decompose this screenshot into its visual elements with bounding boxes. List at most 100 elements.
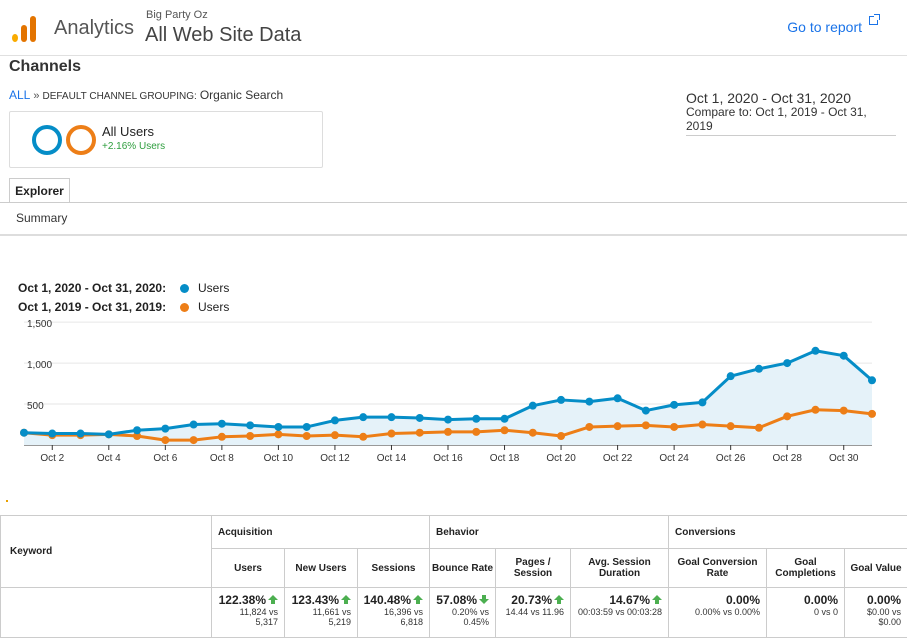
metric-comparison: 11,824 vs: [212, 607, 278, 617]
segment-card[interactable]: All Users +2.16% Users: [9, 111, 323, 168]
metric-total-cell: 0.00%0.00% vs 0.00%: [669, 588, 767, 638]
data-point: [246, 421, 254, 429]
data-point: [698, 421, 706, 429]
account-name[interactable]: Big Party Oz: [146, 9, 208, 21]
arrow-up-icon: [268, 595, 278, 600]
legend-current-dot: [180, 284, 189, 293]
column-header[interactable]: Users: [212, 549, 285, 588]
metric-total-cell: 14.67%00:03:59 vs 00:03:28: [571, 588, 669, 638]
arrow-up-icon: [554, 595, 564, 600]
segment-name: All Users: [102, 124, 154, 139]
date-range-main: Oct 1, 2020 - Oct 31, 2020: [686, 90, 896, 106]
data-point: [161, 425, 169, 433]
column-header[interactable]: Bounce Rate: [430, 549, 496, 588]
column-header[interactable]: Goal Conversion Rate: [669, 549, 767, 588]
metric-total-percent: 123.43%: [292, 593, 339, 607]
data-point: [190, 436, 198, 444]
metric-total-value: 0.00%: [669, 593, 760, 607]
external-link-icon[interactable]: [869, 16, 878, 25]
data-point: [416, 414, 424, 422]
x-tick-label: Oct 26: [716, 453, 746, 464]
data-point: [331, 416, 339, 424]
data-point: [218, 433, 226, 441]
column-header[interactable]: Goal Value: [845, 549, 907, 588]
subtab-summary[interactable]: Summary: [16, 211, 67, 225]
go-to-report-link[interactable]: Go to report: [787, 19, 862, 35]
keyword-header[interactable]: Keyword: [1, 516, 212, 588]
data-point: [331, 431, 339, 439]
arrow-up-icon: [652, 595, 662, 600]
legend-previous: Oct 1, 2019 - Oct 31, 2019: Users: [18, 300, 166, 314]
top-bar: Analytics Big Party Oz All Web Site Data…: [0, 0, 907, 56]
metric-total-percent: 122.38%: [219, 593, 266, 607]
property-selector[interactable]: All Web Site Data: [145, 24, 301, 47]
metric-total-value: 123.43%: [285, 593, 351, 607]
metric-comparison: 0 vs 0: [767, 607, 838, 617]
data-point: [274, 423, 282, 431]
data-point: [783, 359, 791, 367]
legend-previous-label: Users: [198, 300, 229, 314]
arrow-up-icon: [413, 595, 423, 600]
data-point: [359, 433, 367, 441]
metrics-table: Keyword Acquisition Behavior Conversions…: [0, 515, 907, 638]
marker-dot: [6, 500, 8, 502]
legend-previous-range: Oct 1, 2019 - Oct 31, 2019:: [18, 300, 166, 314]
breadcrumb-separator: »: [33, 90, 39, 102]
group-conversions[interactable]: Conversions: [669, 516, 907, 549]
metric-total-value: 0.00%: [845, 593, 901, 607]
data-point: [670, 423, 678, 431]
analytics-logo-icon[interactable]: [12, 14, 38, 42]
metric-total-percent: 0.00%: [867, 593, 901, 607]
metric-comparison: 0.45%: [430, 617, 489, 627]
data-point: [48, 430, 56, 438]
page-title: Channels: [9, 58, 81, 76]
data-point: [614, 394, 622, 402]
data-point: [529, 429, 537, 437]
legend-current-label: Users: [198, 281, 229, 295]
column-header[interactable]: Sessions: [358, 549, 430, 588]
x-tick-label: Oct 28: [772, 453, 802, 464]
data-point: [585, 398, 593, 406]
data-point: [387, 430, 395, 438]
x-tick-label: Oct 10: [264, 453, 294, 464]
data-point: [444, 416, 452, 424]
breadcrumb-all-link[interactable]: ALL: [9, 88, 30, 102]
segment-rings-icon: [30, 121, 110, 161]
data-point: [472, 415, 480, 423]
arrow-down-icon: [479, 599, 489, 604]
data-point: [811, 347, 819, 355]
metric-comparison: 00:03:59 vs 00:03:28: [571, 607, 662, 617]
x-tick-label: Oct 16: [433, 453, 463, 464]
data-point: [303, 432, 311, 440]
y-tick-label: 500: [27, 401, 44, 412]
metric-total-cell: 0.00%0 vs 0: [767, 588, 845, 638]
data-point: [642, 421, 650, 429]
breadcrumb-dimension: DEFAULT CHANNEL GROUPING:: [42, 91, 196, 102]
data-point: [755, 424, 763, 432]
data-point: [501, 426, 509, 434]
x-tick-label: Oct 2: [40, 453, 64, 464]
data-point: [190, 421, 198, 429]
metric-comparison: 0.20% vs: [430, 607, 489, 617]
x-tick-label: Oct 20: [546, 453, 576, 464]
column-header[interactable]: Goal Completions: [767, 549, 845, 588]
data-point: [811, 406, 819, 414]
data-point: [698, 398, 706, 406]
tab-explorer[interactable]: Explorer: [9, 178, 70, 203]
metric-total-value: 57.08%: [430, 593, 489, 607]
column-header[interactable]: Avg. Session Duration: [571, 549, 669, 588]
column-header[interactable]: Pages / Session: [496, 549, 571, 588]
metric-total-percent: 14.67%: [609, 593, 650, 607]
data-point: [359, 413, 367, 421]
x-tick-label: Oct 18: [490, 453, 520, 464]
metric-comparison: 16,396 vs: [358, 607, 423, 617]
date-range-picker[interactable]: Oct 1, 2020 - Oct 31, 2020 Compare to: O…: [686, 90, 896, 136]
y-tick-label: 1,500: [27, 319, 52, 330]
legend-current-range: Oct 1, 2020 - Oct 31, 2020:: [18, 281, 166, 295]
metric-comparison: 11,661 vs: [285, 607, 351, 617]
column-header[interactable]: New Users: [285, 549, 358, 588]
data-point: [840, 407, 848, 415]
